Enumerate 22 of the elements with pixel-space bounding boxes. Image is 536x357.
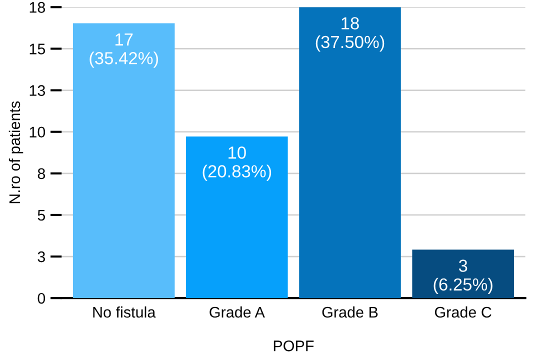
y-tick-label: 0: [38, 292, 46, 304]
y-tick-label: 13: [30, 85, 45, 96]
x-tick-label: No fistula: [93, 306, 156, 318]
y-tick-label: 15: [30, 44, 46, 54]
y-tick-label: 8: [38, 168, 46, 180]
y-tick-label: 5: [38, 210, 46, 221]
data-label: 10 (20.83%): [202, 146, 272, 181]
bar: [72, 23, 175, 298]
bar: [412, 250, 514, 298]
bar: [186, 136, 288, 298]
x-tick-label: Grade B: [322, 306, 378, 318]
x-axis-title: POPF: [274, 340, 314, 352]
y-axis-title: N.ro of patients: [8, 101, 24, 204]
y-tick-label: 10: [30, 126, 46, 138]
data-label: 18 (37.50%): [316, 17, 384, 52]
x-tick-label: Grade A: [210, 306, 265, 318]
x-tick-label: Grade C: [434, 306, 492, 318]
y-tick-label: 3: [38, 251, 45, 262]
data-label: 3 (6.25%): [434, 260, 492, 294]
y-tick-label: 18: [30, 2, 46, 13]
data-label: 17 (35.42%): [90, 34, 158, 68]
bar: [299, 7, 401, 298]
